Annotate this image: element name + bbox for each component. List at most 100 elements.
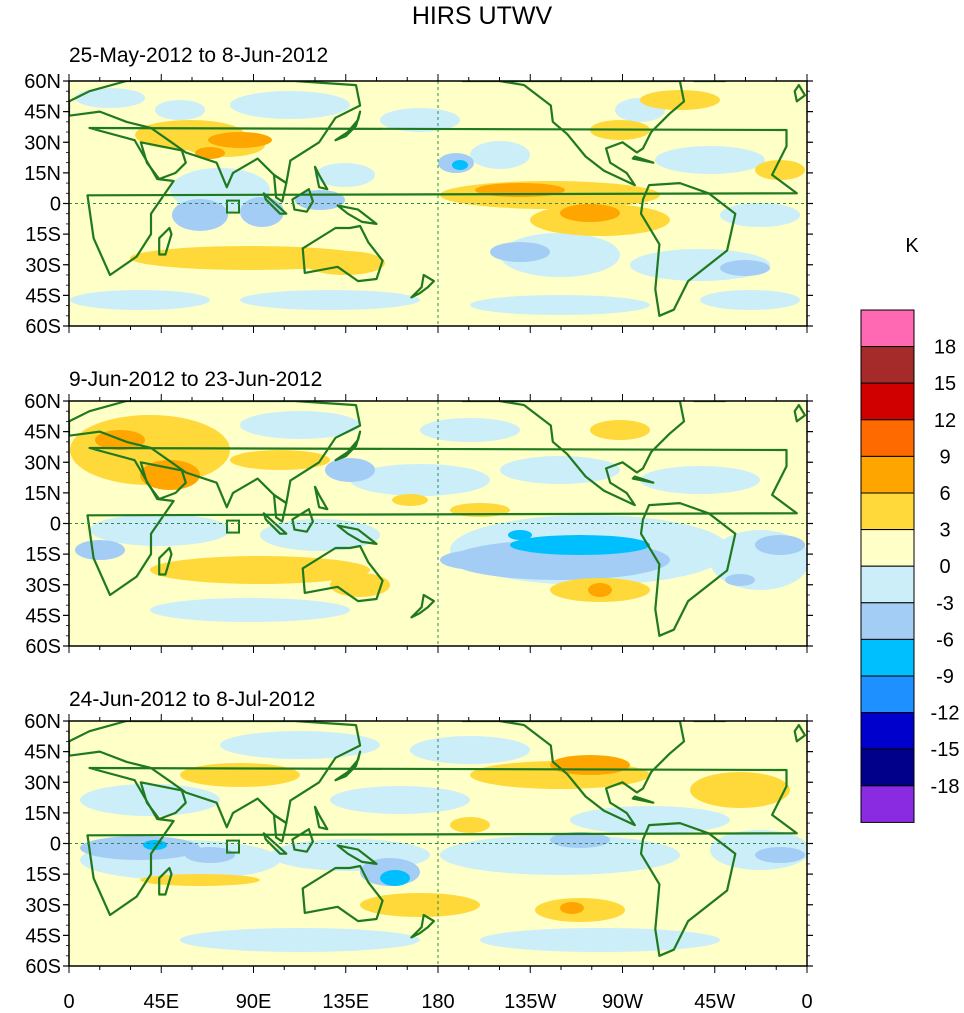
colorbar-label: -9 [936,666,954,688]
madagascar-outline [158,226,173,256]
panel-1-title: 25-May-2012 to 8-Jun-2012 [69,44,328,67]
colorbar-label: 9 [939,446,950,468]
colorbar-swatch [860,346,915,384]
lat-tick-label: 45N [24,102,61,124]
colorbar: 18 15 12 9 6 3 0 -3 -6 -9 -12 -15 -18 [860,309,960,823]
lat-tick-label: 15N [24,803,61,825]
lat-tick-label: 30S [25,895,61,917]
eurasia-outline [69,401,362,509]
australia-outline [301,544,384,603]
colorbar-label: -15 [931,739,960,761]
arabia-outline [139,781,187,821]
japan-outline [334,430,362,462]
lat-tick-label: 30S [25,255,61,277]
indochina-outline [272,493,288,523]
japan-outline [334,110,362,142]
lat-tick-label: 15S [25,224,61,246]
lon-tick-label: 180 [421,991,454,1013]
map-panel-2: 9-Jun-2012 to 23-Jun-2012 [69,368,807,646]
panel-3-title: 24-Jun-2012 to 8-Jul-2012 [69,688,315,711]
box-marker [226,199,240,214]
australia-outline [301,224,384,283]
colorbar-label: -6 [936,629,954,651]
africa-outline [86,126,798,277]
colorbar-swatch [860,309,915,348]
arabia-outline [139,141,187,181]
japan-outline [334,750,362,782]
lat-tick-label: 60N [24,711,61,733]
lon-tick-label: 90W [602,991,643,1013]
lat-tick-label: 60S [25,316,61,338]
lat-tick-label: 45S [25,925,61,947]
colorbar-label: -3 [936,593,954,615]
uk-outline [793,724,807,743]
south-america-outline [639,182,737,317]
colorbar-swatch [860,529,915,567]
indochina-outline [272,173,288,203]
colorbar-units-label: K [905,235,919,257]
map-overlays: 60N 45N 30N 15N 0 15S 30S 45S 60S 60N 45N 30N 15N 0 15… [24,71,813,1013]
north-america-outline [461,721,686,827]
philippines-outline [313,485,329,511]
colorbar-label: -12 [931,703,960,725]
colorbar-swatch [860,785,915,823]
lat-tick-label: 45S [25,285,61,307]
colorbar-swatch [860,419,915,457]
lon-tick-label: 45W [694,991,735,1013]
colorbar-swatch [860,492,915,531]
cuba-outline [631,475,655,484]
lat-tick-label: 60S [25,956,61,978]
panel-2-field [69,401,807,646]
lat-tick-label: 0 [50,194,61,216]
eurasia-outline [69,721,362,829]
arabia-outline [139,461,187,501]
lon-axis-labels: 0 45E 90E 135E 180 135W 90W 45W 0 [63,991,812,1013]
colorbar-swatch [860,638,915,677]
madagascar-outline [158,546,173,576]
australia-outline [301,864,384,923]
panel-3-coastlines [69,721,807,957]
lat-tick-label: 45N [24,422,61,444]
south-america-outline [639,822,737,957]
lat-tick-label: 45N [24,742,61,764]
colorbar-swatch [860,565,915,604]
colorbar-label: 18 [934,337,956,359]
new-zealand-outline [410,593,435,619]
colorbar-label: 0 [939,556,950,578]
sumatra-outline [262,192,288,215]
box-marker [226,839,240,854]
borneo-outline [291,828,314,853]
lat-tick-label: 15S [25,544,61,566]
panel-3-overlay: 60N 45N 30N 15N 0 15S 30S 45S 60S [24,711,813,978]
borneo-outline [291,188,314,213]
lon-tick-label: 135E [322,991,369,1013]
new-zealand-outline [410,273,435,299]
panel-1-coastlines [69,81,807,317]
panel-3-field [69,721,807,966]
colorbar-swatch [860,382,915,421]
north-america-outline [461,81,686,187]
colorbar-swatch [860,602,915,640]
new-guinea-outline [336,204,378,225]
figure-title: HIRS UTWV [412,2,553,30]
colorbar-label: 3 [939,520,950,542]
uk-outline [793,404,807,423]
philippines-outline [313,805,329,831]
lat-tick-label: 30N [24,772,61,794]
madagascar-outline [158,866,173,896]
colorbar-swatch [860,748,915,787]
new-zealand-outline [410,913,435,939]
africa-outline [86,766,798,917]
lon-tick-label: 45E [143,991,179,1013]
cuba-outline [631,155,655,164]
eurasia-outline [69,81,362,189]
panel-2-overlay: 60N 45N 30N 15N 0 15S 30S 45S 60S [24,391,813,658]
lat-tick-label: 0 [50,834,61,856]
lon-tick-label: 0 [63,991,74,1013]
lat-tick-label: 60S [25,636,61,658]
lat-tick-label: 45S [25,605,61,627]
south-america-outline [639,502,737,637]
lat-tick-label: 15S [25,864,61,886]
borneo-outline [291,508,314,533]
